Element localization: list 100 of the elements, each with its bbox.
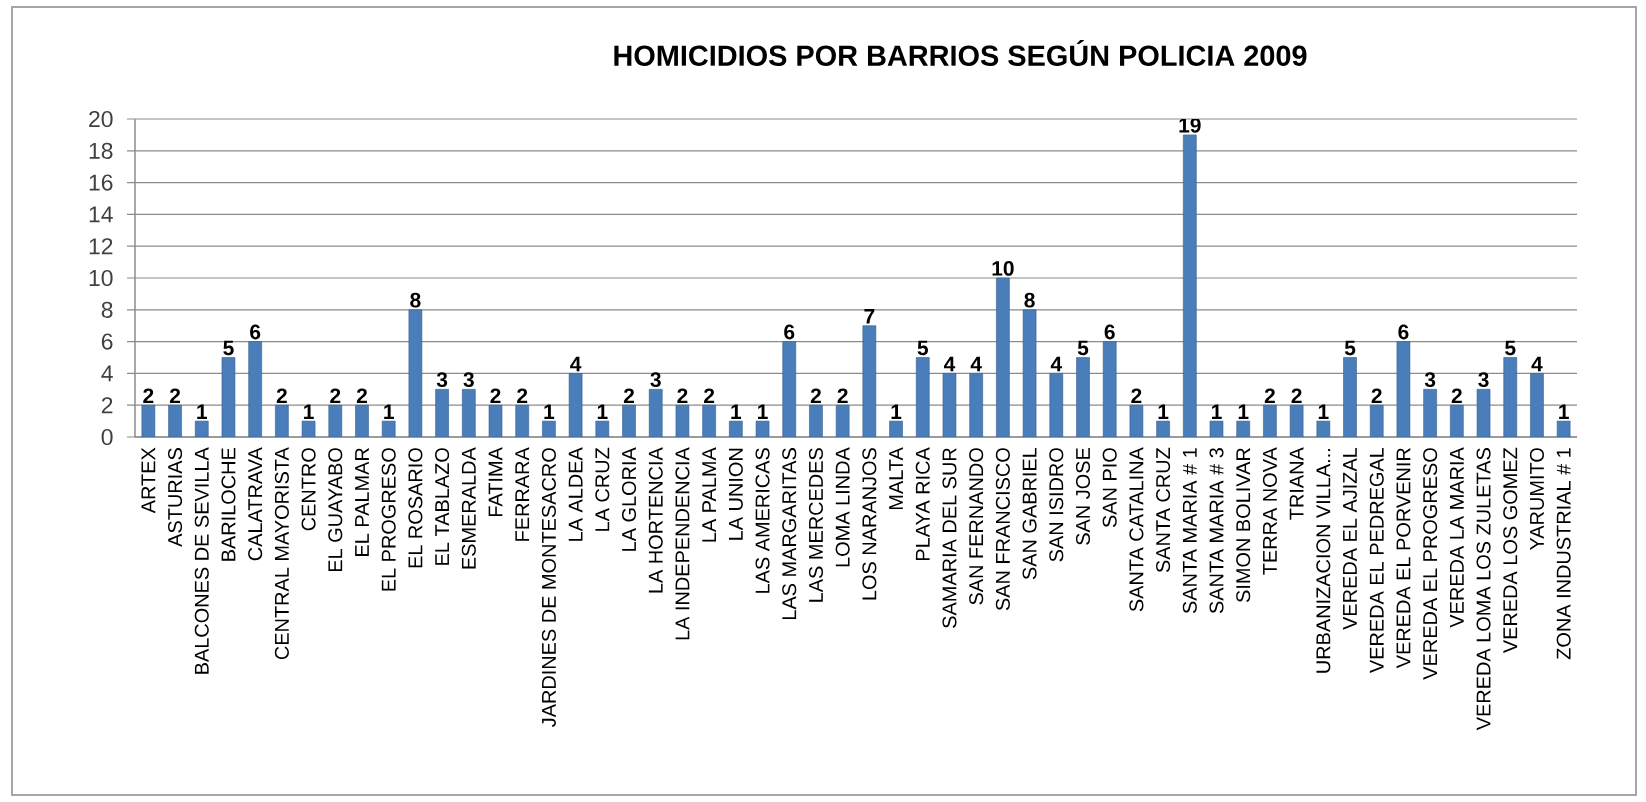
data-label: 3 [1424,372,1436,388]
x-tick-label: SAN JOSE [1075,448,1091,545]
data-label: 4 [1531,356,1543,372]
data-label: 5 [1505,340,1516,356]
data-label: 8 [410,292,421,308]
bar [1530,373,1544,437]
y-tick-label: 14 [89,206,113,223]
x-tick-label: LA GLORIA [621,447,637,551]
x-tick-label: YARUMITO [1529,448,1544,551]
data-label: 1 [544,404,555,419]
x-tick-label: VEREDA EL AJIZAL [1343,447,1357,630]
data-label: 2 [1291,388,1302,403]
x-tick-label: LA ALDEA [568,447,583,541]
x-tick-label: SAN ISIDRO [1049,448,1064,562]
data-label: 1 [891,404,902,419]
x-tick-label: LA INDEPENDENCIA [675,447,690,640]
x-tick-label: TERRA NOVA [1262,447,1277,575]
y-tick-label: 12 [89,238,113,255]
data-label: 4 [1050,356,1062,372]
data-label: 6 [250,324,261,340]
bar [248,341,262,437]
y-tick-label: 10 [89,269,113,287]
x-tick-label: URBANIZACION VILLA... [1316,449,1331,673]
x-tick-label: LAS MARGARITAS [782,448,797,620]
data-label: 2 [623,388,634,403]
x-tick-label: EL ROSARIO [408,448,423,568]
x-tick-label: TRIANA [1289,447,1304,520]
data-label: 3 [463,372,474,388]
x-tick-label: BARILOCHE [221,448,236,561]
x-tick-label: LA UNION [728,448,743,540]
data-label: 2 [704,388,715,403]
x-tick-label: LA CRUZ [595,447,610,531]
data-label: 3 [436,372,448,388]
x-tick-label: VEREDA LOMA LOS ZULETAS [1476,448,1491,731]
x-tick-label: SANTA CRUZ [1156,447,1171,573]
data-label: 1 [1212,404,1222,419]
bar [782,341,797,437]
data-label: 1 [597,404,608,419]
x-tick-label: SAN GABRIEL [1022,447,1037,580]
x-tick-label: LOS NARANJOS [862,448,877,600]
x-tick-label: VEREDA EL PORVENIR [1396,448,1411,669]
data-label: 4 [943,356,956,372]
x-tick-label: SANTA MARIA # 3 [1209,448,1224,614]
data-label: 1 [731,404,742,419]
data-label: 2 [1371,388,1382,403]
bar [1076,357,1090,437]
data-label: 6 [784,324,795,340]
x-tick-label: ZONA INDUSTRIAL # 1 [1556,448,1571,660]
bar [1343,357,1357,437]
bar [1102,341,1117,437]
bar [1503,357,1518,437]
data-label: 2 [1131,388,1142,403]
bar [915,357,930,437]
data-label: 3 [650,372,661,388]
y-tick-label: 18 [89,142,113,159]
data-label: 2 [810,388,821,403]
bar [1183,134,1197,437]
x-tick-label: ESMERALDA [461,447,476,569]
data-label: 1 [1238,404,1249,419]
x-tick-label: FATIMA [488,447,503,517]
data-label: 5 [223,340,234,356]
data-label: 2 [837,388,848,403]
data-label: 2 [356,388,367,403]
x-tick-label: SANTA MARIA # 1 [1182,448,1197,614]
x-tick-label: LOMA LINDA [835,447,850,567]
x-tick-label: VEREDA LA MARIA [1449,447,1464,628]
x-tick-label: VEREDA EL PEDREGAL [1369,447,1384,674]
x-tick-label: EL PROGRESO [381,448,396,591]
data-label: 1 [384,404,394,419]
x-tick-label: PLAYA RICA [915,447,930,560]
data-label: 6 [1104,324,1115,340]
x-tick-label: ASTURIAS [168,448,183,547]
x-tick-label: LAS AMERICAS [755,448,770,593]
data-label: 7 [864,309,875,324]
x-tick-label: BALCONES DE SEVILLA [194,447,209,674]
data-label: 1 [758,404,768,419]
bar [1049,373,1064,437]
data-label: 1 [1158,404,1169,419]
data-label: 5 [1077,340,1089,356]
data-label: 2 [490,388,501,403]
y-tick-label: 4 [101,365,113,382]
data-label: 2 [169,388,181,403]
x-tick-label: VEREDA EL PROGRESO [1423,448,1438,680]
x-tick-label: MALTA [889,447,903,510]
x-tick-label: JARDINES DE MONTESACRO [541,448,556,727]
data-label: 2 [1264,388,1275,403]
x-tick-label: SAN FRANCISCO [995,448,1010,611]
data-label: 3 [1478,372,1489,388]
x-tick-label: EL TABLAZO [435,448,450,565]
x-tick-label: ARTEX [141,447,156,514]
data-label: 5 [917,340,928,356]
data-label: 4 [570,356,582,372]
x-tick-label: SAMARIA DEL SUR [942,448,957,628]
bar [969,373,983,437]
y-tick-label: 8 [101,301,113,318]
y-tick-label: 6 [101,333,113,350]
x-tick-label: FERRARA [515,447,530,541]
chart-title: HOMICIDIOS POR BARRIOS SEGÚN POLICIA 2009 [614,40,1307,66]
data-label: 6 [1398,324,1409,340]
x-tick-label: SAN PIO [1102,448,1117,528]
